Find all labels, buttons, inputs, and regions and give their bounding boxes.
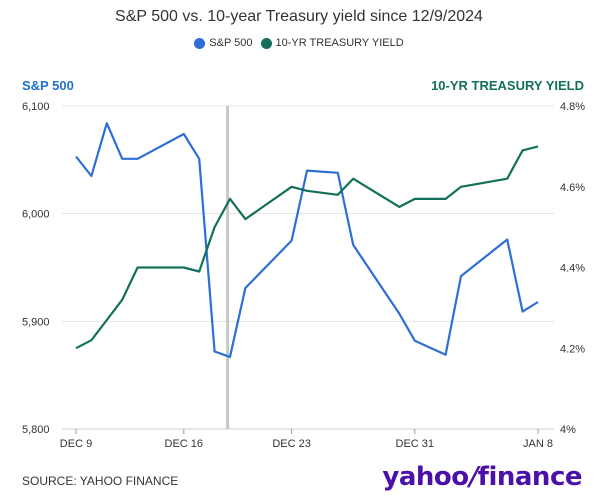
left-tick-label: 6,000 [22,209,50,221]
legend-dot-sp500 [194,37,206,49]
right-tick-label: 4.2% [560,343,585,355]
right-tick-label: 4.4% [560,263,585,275]
x-tick-label: DEC 31 [396,438,435,450]
left-axis-title: S&P 500 [22,78,74,93]
legend-label-sp500: S&P 500 [209,37,253,49]
right-tick-label: 4.8% [560,101,585,113]
legend: S&P 500 10-YR TREASURY YIELD [0,37,598,49]
x-tick-label: JAN 8 [523,438,553,450]
left-tick-label: 5,800 [22,424,50,436]
series-lines [75,122,539,358]
left-axis-ticks: 5,800 5,900 6,000 6,100 [22,101,50,436]
right-axis-title: 10-YR TREASURY YIELD [431,78,584,93]
yahoo-finance-logo: yahoo/finance [382,462,582,492]
right-axis-ticks: 4% 4.2% 4.4% 4.6% 4.8% [560,101,585,436]
legend-item-treasury[interactable]: 10-YR TREASURY YIELD [260,37,404,49]
gridlines [62,105,554,430]
legend-label-treasury: 10-YR TREASURY YIELD [275,37,404,49]
legend-dot-treasury [260,37,272,49]
left-tick-label: 6,100 [22,101,50,113]
sp500-line [75,122,539,358]
right-tick-label: 4.6% [560,182,585,194]
x-axis-ticks: DEC 9 DEC 16 DEC 23 DEC 31 JAN 8 [60,429,553,450]
chart-title: S&P 500 vs. 10-year Treasury yield since… [115,8,483,25]
x-tick-label: DEC 16 [165,438,204,450]
treasury-yield-line [75,145,539,350]
source-note: SOURCE: YAHOO FINANCE [22,474,179,488]
right-tick-label: 4% [560,424,576,436]
x-tick-label: DEC 23 [272,438,311,450]
legend-item-sp500[interactable]: S&P 500 [194,37,253,49]
left-tick-label: 5,900 [22,316,50,328]
x-tick-label: DEC 9 [60,438,92,450]
